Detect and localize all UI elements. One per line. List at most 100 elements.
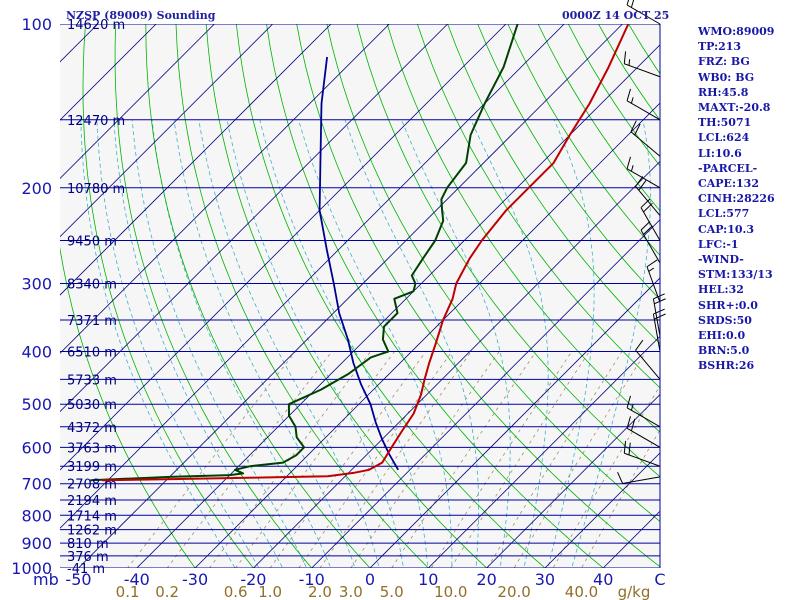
barb-half-flag <box>648 267 655 272</box>
isotherm-line <box>369 277 660 568</box>
param-line: BRN:5.0 <box>698 344 750 358</box>
isotherms <box>60 24 660 568</box>
isotherm-line <box>311 219 660 568</box>
height-label: 2194 m <box>67 494 117 509</box>
mixing-ratio-line <box>350 351 500 568</box>
height-label: 5733 m <box>67 373 117 388</box>
wind-barb <box>640 198 661 241</box>
temp-tick-label: 20 <box>476 570 496 589</box>
dry-adiabat <box>326 24 660 523</box>
height-label: 7371 m <box>67 314 117 329</box>
isotherm-line <box>60 24 507 471</box>
mixing-ratio-lines <box>127 351 660 568</box>
barb-flag <box>626 156 631 169</box>
temp-tick-label: 40 <box>593 570 613 589</box>
barb-flag <box>635 176 644 187</box>
mixing-ratio-label: 2.0 <box>308 583 332 600</box>
mixing-ratio-label: 3.0 <box>339 583 363 600</box>
temperature-trace <box>101 24 630 482</box>
dry-adiabat <box>507 24 660 256</box>
wind-barb <box>626 156 661 189</box>
height-label: 14620 m <box>67 18 125 33</box>
barb-staff <box>622 476 661 484</box>
barb-flag <box>640 221 651 231</box>
param-line: -WIND- <box>698 253 744 267</box>
pressure-label: 800 <box>21 506 52 525</box>
isobars <box>60 24 660 568</box>
temp-tick-label: 0 <box>365 570 375 589</box>
pressure-label: 700 <box>21 475 52 494</box>
wind-barb <box>635 339 661 380</box>
wind-barb <box>626 88 661 121</box>
pressure-label: 200 <box>21 179 52 198</box>
param-line: MAXT:-20.8 <box>698 101 771 115</box>
pressure-label: 300 <box>21 275 52 294</box>
dry-adiabat <box>205 24 488 568</box>
mixing-ratio-label: 40.0 <box>565 583 598 600</box>
param-line: CAP:10.3 <box>698 222 755 236</box>
dry-adiabat <box>266 24 604 568</box>
pressure-label: 900 <box>21 534 52 553</box>
height-label: 3763 m <box>67 441 117 456</box>
mixing-ratio-label: 0.2 <box>155 583 179 600</box>
temperature-line <box>101 24 630 482</box>
parcel-trace <box>318 56 399 471</box>
wind-barb <box>623 440 661 467</box>
isotherm-line <box>253 160 660 568</box>
barb-staff <box>626 427 661 448</box>
dewpoint-trace <box>90 24 519 482</box>
isotherm-line <box>60 24 273 238</box>
barb-flag <box>626 395 631 408</box>
wind-barb <box>623 51 661 78</box>
height-label: 2708 m <box>67 478 117 493</box>
isotherm-line <box>60 24 390 354</box>
isotherm-line <box>428 335 660 568</box>
barb-flag <box>630 120 637 133</box>
wind-barbs <box>617 0 666 484</box>
barb-flag <box>626 88 631 101</box>
valid-time: 0000Z 14 OCT 25 <box>562 9 670 22</box>
mixing-ratio-labels: 0.1 0.2 0.6 1.0 2.0 3.0 5.0 10.0 20.0 40.0 g/kg <box>116 583 651 600</box>
temp-tick-label: -30 <box>182 570 208 589</box>
height-label: 376 m <box>67 550 109 565</box>
height-label: 10780 m <box>67 182 125 197</box>
height-label: 8340 m <box>67 278 117 293</box>
param-line: RH:45.8 <box>698 85 749 99</box>
isotherm-line <box>60 24 565 529</box>
isotherm-line <box>60 24 215 179</box>
dry-adiabat <box>356 24 660 478</box>
param-line: STM:133/13 <box>698 268 773 282</box>
barb-flag <box>623 51 627 64</box>
pressure-label: 100 <box>21 15 52 34</box>
dry-adiabat <box>417 24 660 389</box>
barb-flag <box>626 416 631 429</box>
dry-adiabat <box>82 24 254 568</box>
wind-barb <box>626 0 661 25</box>
dry-adiabat <box>60 246 196 568</box>
param-line: LCL:624 <box>698 131 750 145</box>
param-line: -PARCEL- <box>698 161 758 175</box>
dry-adiabat <box>114 24 313 568</box>
param-line: LCL:577 <box>698 207 750 221</box>
mixing-ratio-line <box>235 351 395 568</box>
mixing-ratio-line <box>430 351 573 568</box>
barb-flag <box>626 0 630 6</box>
barb-staff <box>640 229 661 264</box>
barb-staff <box>635 349 661 380</box>
station-title: NZSP (89009) Sounding <box>66 9 216 22</box>
barb-flag <box>634 123 641 136</box>
mixing-ratio-line <box>581 428 660 568</box>
barb-flag <box>630 418 636 431</box>
mixing-ratio-line <box>513 351 647 568</box>
wind-barb <box>626 416 661 448</box>
height-label: 4372 m <box>67 421 117 436</box>
barb-staff <box>624 63 661 78</box>
mixing-ratio-label: 0.6 <box>224 583 248 600</box>
pressure-label: 400 <box>21 343 52 362</box>
barb-half-flag <box>630 97 634 104</box>
mixing-ratio-line <box>486 351 623 568</box>
barb-flag <box>617 471 624 484</box>
barb-flag <box>630 0 635 8</box>
param-line: WB0: BG <box>698 70 755 84</box>
